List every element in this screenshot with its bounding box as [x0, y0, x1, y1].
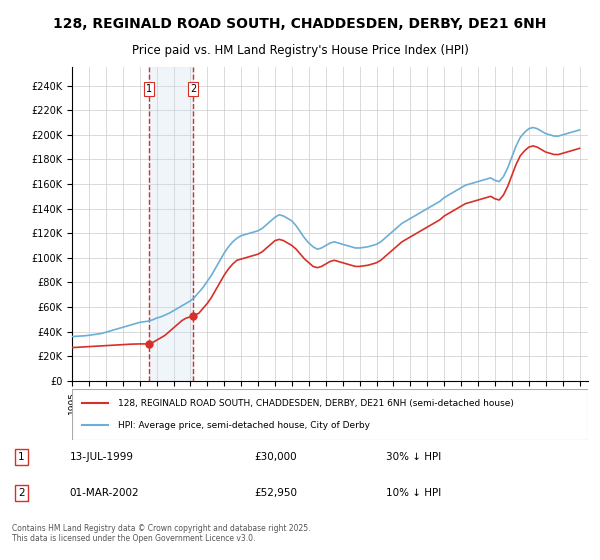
Text: 128, REGINALD ROAD SOUTH, CHADDESDEN, DERBY, DE21 6NH: 128, REGINALD ROAD SOUTH, CHADDESDEN, DE…: [53, 17, 547, 31]
Text: HPI: Average price, semi-detached house, City of Derby: HPI: Average price, semi-detached house,…: [118, 421, 370, 430]
Text: £30,000: £30,000: [254, 452, 296, 462]
Text: 1: 1: [18, 452, 25, 462]
Text: 128, REGINALD ROAD SOUTH, CHADDESDEN, DERBY, DE21 6NH (semi-detached house): 128, REGINALD ROAD SOUTH, CHADDESDEN, DE…: [118, 399, 514, 408]
Text: £52,950: £52,950: [254, 488, 297, 498]
Text: 2: 2: [190, 85, 196, 94]
Text: 30% ↓ HPI: 30% ↓ HPI: [386, 452, 442, 462]
Text: 10% ↓ HPI: 10% ↓ HPI: [386, 488, 442, 498]
Text: 01-MAR-2002: 01-MAR-2002: [70, 488, 139, 498]
Bar: [149, 67, 193, 381]
Text: 13-JUL-1999: 13-JUL-1999: [70, 452, 134, 462]
Text: 2: 2: [18, 488, 25, 498]
FancyBboxPatch shape: [72, 389, 588, 440]
Text: Contains HM Land Registry data © Crown copyright and database right 2025.
This d: Contains HM Land Registry data © Crown c…: [12, 524, 311, 543]
Text: Price paid vs. HM Land Registry's House Price Index (HPI): Price paid vs. HM Land Registry's House …: [131, 44, 469, 57]
Text: 1: 1: [146, 85, 152, 94]
